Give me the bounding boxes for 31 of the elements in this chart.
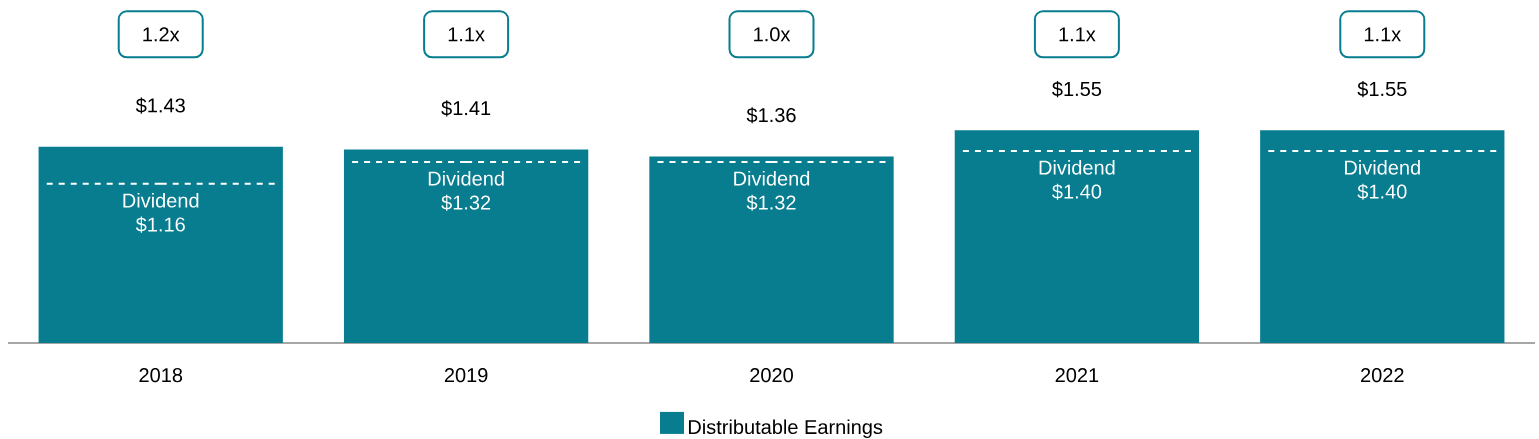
text: Dividend bbox=[1345, 159, 1420, 175]
x-tick-label: 2022 bbox=[1361, 368, 1404, 383]
data-label: $1.16 bbox=[135, 216, 185, 233]
data-label: $1.55 bbox=[1052, 81, 1102, 98]
data-label: $1.41 bbox=[441, 100, 491, 117]
x-tick-label: 2018 bbox=[139, 368, 183, 383]
text: 1.2x bbox=[143, 27, 180, 42]
data-label: $1.43 bbox=[135, 97, 185, 114]
data-label: $1.55 bbox=[1357, 81, 1407, 98]
series-label: Dividend bbox=[1039, 159, 1115, 175]
data-label: $1.36 bbox=[746, 107, 796, 124]
legend-label: Distributable Earnings bbox=[688, 419, 883, 439]
text: 1.1x bbox=[1364, 27, 1401, 42]
data-label: $1.40 bbox=[1052, 183, 1102, 200]
x-tick-label: 2021 bbox=[1055, 368, 1099, 383]
bar bbox=[38, 146, 283, 343]
text: 1.0x bbox=[754, 27, 791, 42]
bar bbox=[1260, 130, 1505, 343]
text: 1.1x bbox=[448, 27, 485, 42]
data-label: $1.32 bbox=[441, 194, 491, 211]
text: Dividend bbox=[123, 192, 199, 208]
data-label: $1.32 bbox=[746, 194, 796, 211]
bar bbox=[343, 149, 589, 343]
data-label: $1.40 bbox=[1357, 183, 1407, 200]
bar bbox=[954, 130, 1200, 343]
text: Dividend bbox=[428, 170, 504, 186]
text: 1.1x bbox=[1059, 27, 1096, 42]
bar bbox=[649, 156, 894, 343]
text: Dividend bbox=[734, 170, 810, 186]
x-tick-label: 2020 bbox=[750, 368, 793, 383]
x-tick-label: 2019 bbox=[444, 368, 488, 383]
